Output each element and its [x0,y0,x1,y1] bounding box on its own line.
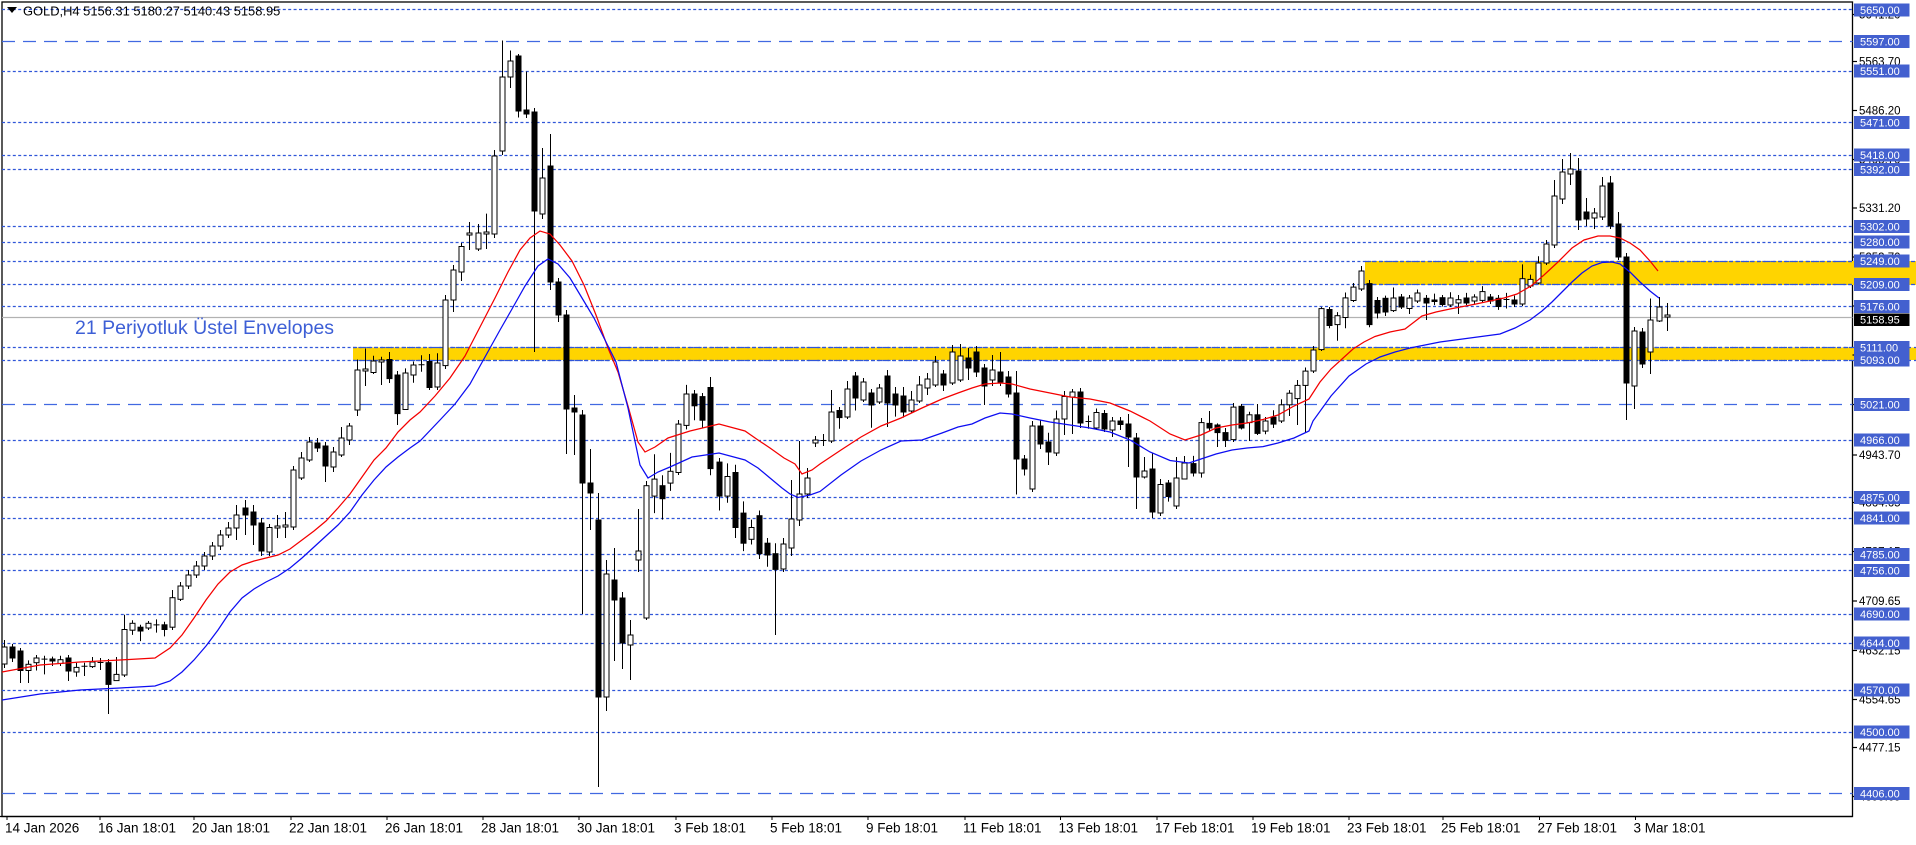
svg-text:5597.00: 5597.00 [1860,37,1900,49]
svg-text:19 Feb 18:01: 19 Feb 18:01 [1251,821,1331,836]
svg-text:20 Jan 18:01: 20 Jan 18:01 [192,821,270,836]
svg-text:3 Feb 18:01: 3 Feb 18:01 [674,821,746,836]
svg-text:5302.00: 5302.00 [1860,222,1900,234]
svg-text:21 Periyotluk Üstel Envelopes: 21 Periyotluk Üstel Envelopes [75,317,334,339]
svg-text:5158.95: 5158.95 [1860,315,1900,327]
svg-text:GOLD,H4 5156.31 5180.27 5140.: GOLD,H4 5156.31 5180.27 5140.43 5158.95 [23,4,280,19]
svg-text:30 Jan 18:01: 30 Jan 18:01 [577,821,655,836]
svg-text:4570.00: 4570.00 [1860,685,1900,697]
svg-text:4709.65: 4709.65 [1859,596,1901,608]
svg-text:11 Feb 18:01: 11 Feb 18:01 [963,821,1042,836]
svg-text:5 Feb 18:01: 5 Feb 18:01 [770,821,842,836]
svg-text:22 Jan 18:01: 22 Jan 18:01 [289,821,367,836]
svg-text:4875.00: 4875.00 [1860,493,1900,505]
svg-text:13 Feb 18:01: 13 Feb 18:01 [1059,821,1139,836]
svg-text:5249.00: 5249.00 [1860,256,1900,268]
svg-text:27 Feb 18:01: 27 Feb 18:01 [1538,821,1618,836]
svg-text:5392.00: 5392.00 [1860,165,1900,177]
svg-text:5280.00: 5280.00 [1860,237,1900,249]
svg-text:5209.00: 5209.00 [1860,280,1900,292]
svg-text:23 Feb 18:01: 23 Feb 18:01 [1347,821,1427,836]
svg-text:14 Jan 2026: 14 Jan 2026 [5,821,79,836]
svg-text:4644.00: 4644.00 [1860,638,1900,650]
svg-text:4500.00: 4500.00 [1860,727,1900,739]
svg-text:4554.65: 4554.65 [1859,695,1901,707]
svg-text:4841.00: 4841.00 [1860,513,1900,525]
svg-text:4477.15: 4477.15 [1859,743,1901,755]
svg-text:5111.00: 5111.00 [1860,343,1898,355]
svg-text:4785.00: 4785.00 [1860,550,1900,562]
svg-text:4966.00: 4966.00 [1860,435,1900,447]
svg-text:5176.00: 5176.00 [1860,302,1900,314]
svg-text:5331.20: 5331.20 [1859,203,1901,215]
svg-text:28 Jan 18:01: 28 Jan 18:01 [481,821,559,836]
svg-text:5650.00: 5650.00 [1860,5,1900,17]
svg-text:4406.00: 4406.00 [1860,789,1900,801]
svg-text:5486.20: 5486.20 [1859,106,1901,118]
svg-text:5021.00: 5021.00 [1860,400,1900,412]
svg-text:26 Jan 18:01: 26 Jan 18:01 [385,821,463,836]
svg-text:4756.00: 4756.00 [1860,566,1900,578]
svg-text:17 Feb 18:01: 17 Feb 18:01 [1155,821,1235,836]
svg-text:16 Jan 18:01: 16 Jan 18:01 [98,821,176,836]
svg-text:9 Feb 18:01: 9 Feb 18:01 [866,821,938,836]
svg-text:25 Feb 18:01: 25 Feb 18:01 [1441,821,1521,836]
svg-text:4690.00: 4690.00 [1860,609,1900,621]
svg-text:5418.00: 5418.00 [1860,150,1900,162]
svg-text:3 Mar 18:01: 3 Mar 18:01 [1634,821,1706,836]
svg-text:5093.00: 5093.00 [1860,355,1900,367]
svg-text:4943.70: 4943.70 [1859,450,1901,462]
svg-text:5471.00: 5471.00 [1860,118,1900,130]
svg-text:5551.00: 5551.00 [1860,66,1900,78]
